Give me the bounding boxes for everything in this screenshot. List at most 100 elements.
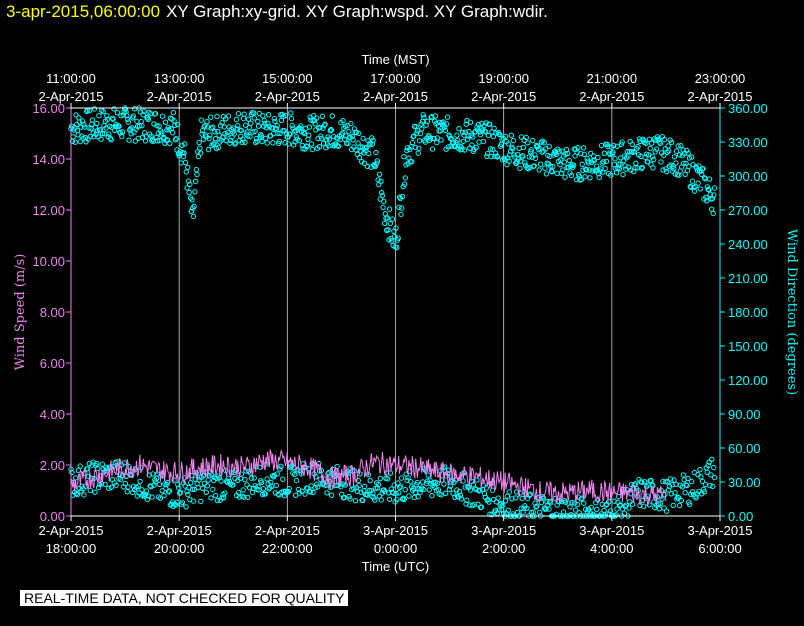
wdir-point	[265, 112, 272, 118]
wdir-point	[171, 477, 177, 483]
wdir-point	[460, 138, 466, 145]
wdir-point	[496, 131, 502, 137]
wdir-point	[532, 152, 538, 158]
wdir-point	[222, 490, 228, 496]
wdir-point	[414, 479, 420, 486]
wdir-point	[601, 150, 607, 157]
wdir-point	[100, 109, 106, 115]
wdir-point	[362, 483, 368, 490]
wdir-point	[347, 134, 353, 140]
wdir-point	[671, 477, 677, 483]
wdir-point	[214, 497, 221, 504]
wdir-point	[183, 169, 190, 175]
wdir-point	[113, 482, 119, 488]
y-right-tick-label: 240.00	[728, 237, 768, 252]
wdir-point	[700, 166, 706, 172]
series-wind-direction	[68, 105, 718, 519]
x-top-axis-label: Time (MST)	[361, 52, 429, 67]
wdir-point	[469, 142, 475, 148]
wdir-point	[161, 492, 167, 499]
wdir-point	[116, 123, 122, 129]
wdir-point	[562, 174, 568, 180]
wdir-point	[678, 142, 684, 149]
wdir-point	[354, 488, 360, 494]
wdir-point	[506, 489, 512, 495]
wdir-point	[184, 185, 190, 191]
wdir-point	[711, 185, 718, 191]
wdir-point	[247, 133, 253, 140]
wdir-point	[652, 149, 658, 155]
wdir-point	[408, 479, 414, 485]
wdir-point	[701, 489, 708, 495]
wdir-point	[406, 493, 412, 499]
y-right-tick-label: 210.00	[728, 271, 768, 286]
wdir-point	[398, 211, 404, 218]
wdir-point	[314, 481, 320, 487]
wdir-point	[307, 489, 314, 495]
wdir-point	[124, 489, 130, 495]
wdir-point	[502, 498, 509, 504]
wdir-point	[384, 215, 391, 221]
wdir-point	[226, 478, 233, 484]
wdir-point	[124, 116, 131, 122]
wdir-point	[387, 220, 393, 227]
axes: 0.00 2.00 4.00 6.00 8.00 10.00 12.00 14.00 16.00…	[32, 71, 767, 556]
wdir-point	[73, 112, 79, 118]
wdir-point	[411, 133, 417, 139]
wdir-point	[673, 160, 679, 166]
wdir-point	[186, 189, 192, 196]
wdir-point	[198, 498, 204, 505]
wdir-point	[641, 503, 647, 509]
wdir-point	[302, 491, 308, 497]
wdir-point	[241, 494, 247, 500]
wdir-point	[162, 140, 168, 147]
wdir-point	[241, 111, 247, 117]
wdir-point	[293, 134, 300, 140]
wdir-point	[648, 140, 655, 146]
wdir-point	[657, 140, 663, 147]
x-bottom-tick-date: 3-Apr-2015	[579, 523, 644, 538]
wdir-point	[434, 480, 441, 487]
wdir-point	[580, 167, 586, 173]
wdir-point	[347, 496, 353, 502]
wdir-point	[594, 506, 600, 512]
wdir-point	[588, 504, 594, 511]
wdir-point	[656, 506, 662, 512]
wdir-point	[414, 128, 421, 134]
wdir-point	[390, 490, 396, 496]
wdir-point	[487, 121, 493, 128]
wdir-point	[429, 114, 435, 120]
wdir-point	[72, 475, 79, 481]
x-bottom-tick-date: 3-Apr-2015	[687, 523, 752, 538]
wdir-point	[263, 135, 269, 142]
wdir-point	[373, 149, 379, 156]
wdir-point	[358, 489, 364, 495]
wdir-point	[689, 489, 696, 495]
wdir-point	[175, 121, 181, 128]
wdir-point	[427, 135, 434, 141]
wdir-point	[517, 165, 523, 172]
wdir-point	[664, 149, 670, 156]
wdir-point	[666, 148, 672, 154]
wdir-point	[69, 123, 75, 129]
wdir-point	[182, 141, 188, 147]
wdir-point	[682, 490, 688, 496]
wdir-point	[567, 170, 573, 176]
wdir-point	[143, 488, 150, 494]
wdir-point	[434, 139, 440, 146]
wdir-point	[352, 498, 359, 504]
wdir-point	[324, 490, 330, 496]
wdir-point	[371, 495, 377, 501]
wdir-point	[671, 166, 677, 172]
wdir-point	[683, 160, 689, 167]
wdir-point	[200, 136, 207, 143]
wdir-point	[432, 113, 439, 119]
wdir-point	[516, 145, 522, 152]
wdir-point	[308, 141, 315, 147]
wdir-point	[665, 487, 672, 493]
wdir-point	[587, 175, 593, 181]
wdir-point	[271, 116, 277, 122]
wdir-point	[676, 495, 682, 501]
wdir-point	[537, 161, 544, 167]
y-right-tick-label: 0.00	[728, 509, 753, 524]
